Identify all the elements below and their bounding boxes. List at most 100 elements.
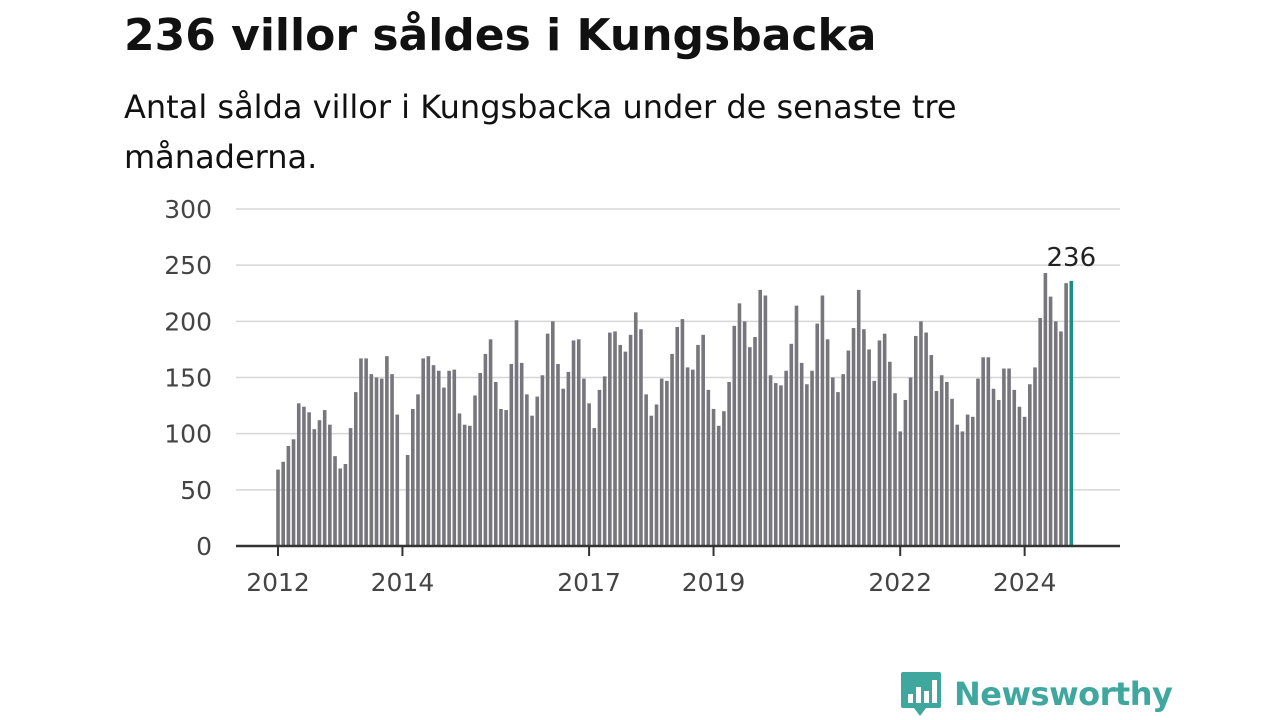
- bar: [763, 295, 768, 546]
- bar: [1043, 273, 1048, 546]
- bar: [411, 408, 415, 546]
- bar: [903, 399, 908, 546]
- bar: [281, 461, 285, 546]
- bar: [825, 339, 830, 546]
- bar: [478, 373, 483, 546]
- bar: [872, 380, 877, 546]
- bar: [981, 357, 985, 546]
- bar: [576, 339, 581, 546]
- x-axis: 2012 2014 2017 2019 2022 2024: [236, 544, 1120, 597]
- bar: [348, 428, 353, 546]
- bar: [291, 439, 296, 546]
- bar: [950, 398, 954, 546]
- bar: [742, 321, 747, 546]
- bar: [447, 370, 451, 546]
- bar: [856, 289, 861, 546]
- y-tick-label: 300: [164, 195, 212, 224]
- bar: [1059, 331, 1063, 546]
- y-tick-label: 50: [180, 476, 212, 505]
- bar: [493, 381, 498, 546]
- bar: [1012, 389, 1017, 546]
- y-tick-label: 100: [164, 420, 212, 449]
- bar: [338, 468, 343, 546]
- bar: [613, 331, 617, 546]
- bar: [597, 389, 602, 546]
- bar: [758, 289, 762, 546]
- bar: [1069, 280, 1074, 546]
- bar: [462, 424, 467, 546]
- y-axis-labels: 0 50 100 150 200 250 300: [164, 195, 212, 561]
- logo-text: Newsworthy: [954, 675, 1173, 713]
- bar: [421, 358, 425, 546]
- bar: [862, 329, 866, 546]
- bar: [649, 415, 654, 546]
- bar: [359, 358, 363, 546]
- bar: [540, 375, 545, 546]
- bar: [499, 408, 503, 546]
- bar: [608, 332, 612, 546]
- bar: [970, 416, 975, 546]
- bar: [322, 410, 327, 546]
- bar: [317, 420, 322, 546]
- bar: [623, 351, 628, 546]
- bar: [867, 349, 871, 546]
- bar: [1017, 406, 1022, 546]
- bar: [519, 362, 524, 546]
- y-tick-label: 250: [164, 251, 212, 280]
- bar: [893, 393, 897, 546]
- bar: [395, 414, 400, 546]
- bar: [831, 377, 835, 546]
- x-tick-label: 2019: [682, 568, 746, 597]
- x-tick-label: 2024: [993, 568, 1057, 597]
- bar: [602, 376, 607, 546]
- y-tick-label: 150: [164, 364, 212, 393]
- bar: [390, 374, 394, 546]
- chart-annotations: 236: [1046, 243, 1096, 273]
- bar: [343, 464, 348, 546]
- bar: [628, 334, 633, 546]
- bar: [1028, 384, 1032, 546]
- bar: [1048, 296, 1053, 546]
- bar: [898, 431, 902, 546]
- newsworthy-chart-icon: [901, 672, 941, 716]
- bar: [312, 429, 317, 546]
- bar: [670, 353, 674, 546]
- bar: [1022, 416, 1027, 546]
- bar: [1002, 368, 1006, 546]
- bar: [571, 340, 576, 546]
- bar: [416, 394, 420, 546]
- bar: [976, 378, 980, 546]
- bar: [436, 370, 441, 546]
- bar: [364, 358, 368, 546]
- bar: [924, 332, 928, 546]
- bar: [525, 394, 529, 546]
- y-tick-label: 0: [196, 532, 212, 561]
- bar: [473, 395, 477, 546]
- bar: [1053, 321, 1058, 546]
- bar: [457, 413, 462, 546]
- bar: [748, 347, 752, 546]
- bar: [276, 469, 280, 546]
- bar: [960, 431, 965, 546]
- bar: [353, 392, 358, 546]
- bar: [561, 388, 565, 546]
- bar: [768, 375, 773, 546]
- bar: [644, 394, 648, 546]
- last-bar-label: 236: [1046, 243, 1096, 273]
- bar: [592, 428, 597, 546]
- bar: [551, 321, 555, 546]
- bar: [488, 339, 493, 546]
- bar: [468, 425, 472, 546]
- bar: [846, 350, 851, 546]
- bar: [727, 381, 731, 546]
- bar: [732, 325, 737, 546]
- bar: [369, 374, 374, 546]
- bar: [1038, 317, 1042, 546]
- page-subtitle: Antal sålda villor i Kungsbacka under de…: [124, 88, 957, 176]
- page-title: 236 villor såldes i Kungsbacka: [124, 10, 877, 61]
- bar: [784, 370, 788, 546]
- bar: [706, 389, 711, 546]
- bar: [841, 374, 845, 546]
- bar: [815, 323, 820, 546]
